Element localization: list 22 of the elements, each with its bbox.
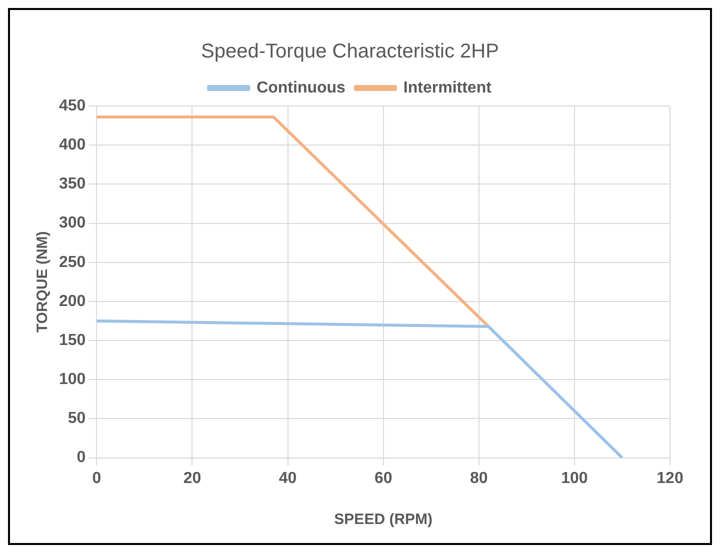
x-tick-label: 80 (470, 470, 488, 487)
y-tick-label: 200 (58, 292, 86, 310)
y-tick-label: 50 (68, 410, 86, 428)
y-tick-label: 400 (58, 136, 86, 154)
x-axis-title: SPEED (RPM) (334, 511, 433, 528)
y-tick-label: 0 (76, 449, 86, 466)
legend-label: Continuous (256, 79, 346, 96)
x-tick-label: 0 (92, 470, 102, 487)
x-tick-label: 20 (183, 470, 202, 487)
y-tick-label: 300 (58, 214, 86, 232)
x-tick-label: 40 (278, 470, 297, 487)
y-axis-title: TORQUE (NM) (34, 231, 52, 333)
x-tick-label: 60 (374, 470, 392, 487)
x-tick-label: 120 (656, 470, 684, 487)
y-tick-label: 150 (58, 332, 86, 349)
legend-label: Intermittent (403, 79, 492, 96)
x-tick-label: 100 (561, 470, 588, 487)
y-tick-label: 250 (58, 254, 86, 271)
chart-title: Speed-Torque Characteristic 2HP (201, 40, 499, 63)
y-tick-label: 350 (58, 176, 86, 193)
y-tick-label: 450 (58, 97, 86, 114)
y-tick-label: 100 (58, 371, 86, 388)
